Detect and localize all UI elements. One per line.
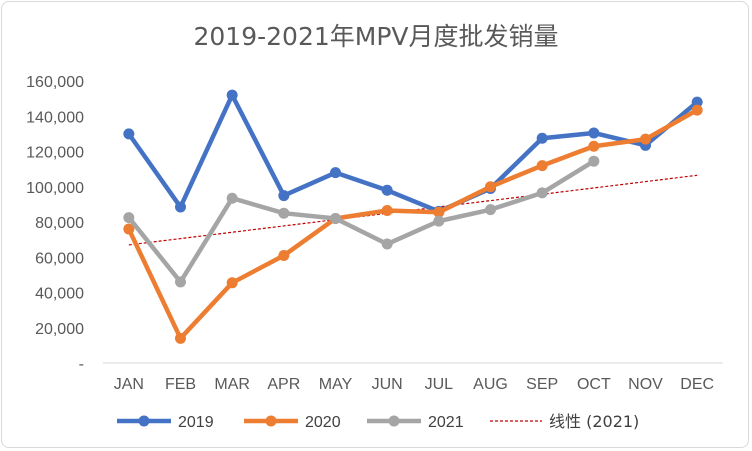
data-point-2020 xyxy=(433,206,445,218)
legend-label: 2021 xyxy=(428,414,464,431)
data-point-2020 xyxy=(536,160,548,172)
data-point-2021 xyxy=(536,187,548,199)
legend-label: 线性 (2021) xyxy=(549,412,639,431)
legend-item: 2019 xyxy=(117,414,214,431)
y-tick-label: 140,000 xyxy=(26,109,84,126)
x-axis-ticks: JAN FEB MAR APR MAY JUN JUL AUG SEP OCT NOV DEC xyxy=(114,376,714,393)
series-2021 xyxy=(123,155,600,288)
data-point-2021 xyxy=(226,192,238,204)
data-point-2020 xyxy=(278,249,290,261)
data-point-2019 xyxy=(588,127,600,139)
series-line-2019 xyxy=(126,92,700,214)
data-point-2020 xyxy=(588,140,600,152)
y-tick-label: 100,000 xyxy=(26,180,84,197)
x-tick-label: AUG xyxy=(473,376,508,393)
x-tick-label: JAN xyxy=(114,376,144,393)
legend-label: 2019 xyxy=(178,414,214,431)
data-point-2021 xyxy=(485,204,496,216)
legend-swatch-marker xyxy=(138,415,150,427)
series-line-2020 xyxy=(126,107,700,341)
x-tick-label: JUL xyxy=(425,376,454,393)
x-tick-label: NOV xyxy=(628,376,663,393)
chart-title: 2019-2021年MPV月度批发销量 xyxy=(193,22,558,51)
y-tick-label: - xyxy=(79,356,84,373)
data-point-2019 xyxy=(691,96,703,108)
legend: 2019 2020 2021 线性 (2021) xyxy=(117,412,639,431)
x-tick-label: DEC xyxy=(680,376,714,393)
series-2019 xyxy=(123,89,703,217)
data-point-2021 xyxy=(433,215,445,227)
x-tick-label: APR xyxy=(267,376,300,393)
data-point-2020 xyxy=(381,205,393,217)
data-point-2020 xyxy=(226,277,238,289)
series-line-2021 xyxy=(126,158,597,285)
data-point-2019 xyxy=(226,89,238,101)
y-tick-label: 80,000 xyxy=(35,215,84,232)
data-point-2019 xyxy=(175,201,186,213)
data-point-2021 xyxy=(175,276,186,288)
data-point-2021 xyxy=(278,207,290,219)
x-tick-label: JUN xyxy=(372,376,403,393)
data-point-2020 xyxy=(640,133,651,145)
x-tick-label: OCT xyxy=(577,376,611,393)
x-tick-label: FEB xyxy=(165,376,196,393)
y-tick-label: 120,000 xyxy=(26,145,84,162)
data-point-2020 xyxy=(175,332,186,344)
y-tick-label: 40,000 xyxy=(35,286,84,303)
legend-item: 线性 (2021) xyxy=(490,412,639,431)
data-point-2021 xyxy=(588,155,600,167)
legend-item: 2020 xyxy=(244,414,341,431)
data-point-2019 xyxy=(536,132,548,144)
data-point-2019 xyxy=(381,184,393,196)
y-tick-label: 160,000 xyxy=(26,74,84,91)
y-tick-label: 60,000 xyxy=(35,250,84,267)
data-point-2021 xyxy=(123,212,135,224)
x-tick-label: MAY xyxy=(319,376,353,393)
data-point-2019 xyxy=(330,167,341,179)
data-point-2020 xyxy=(485,181,496,193)
data-point-2019 xyxy=(123,128,135,140)
x-tick-label: MAR xyxy=(214,376,250,393)
legend-label: 2020 xyxy=(305,414,341,431)
y-tick-label: 20,000 xyxy=(35,321,84,338)
data-point-2021 xyxy=(381,238,393,250)
data-point-2020 xyxy=(691,104,703,116)
data-point-2021 xyxy=(330,212,341,224)
legend-swatch-marker xyxy=(388,415,400,427)
data-point-2020 xyxy=(123,223,135,235)
x-tick-label: SEP xyxy=(526,376,558,393)
legend-swatch-marker xyxy=(265,415,277,427)
y-axis-ticks: - 20,000 40,000 60,000 80,000 100,000 120,000 1… xyxy=(26,74,84,373)
series-group xyxy=(123,89,703,344)
legend-item: 2021 xyxy=(367,414,464,431)
data-point-2019 xyxy=(278,190,290,202)
